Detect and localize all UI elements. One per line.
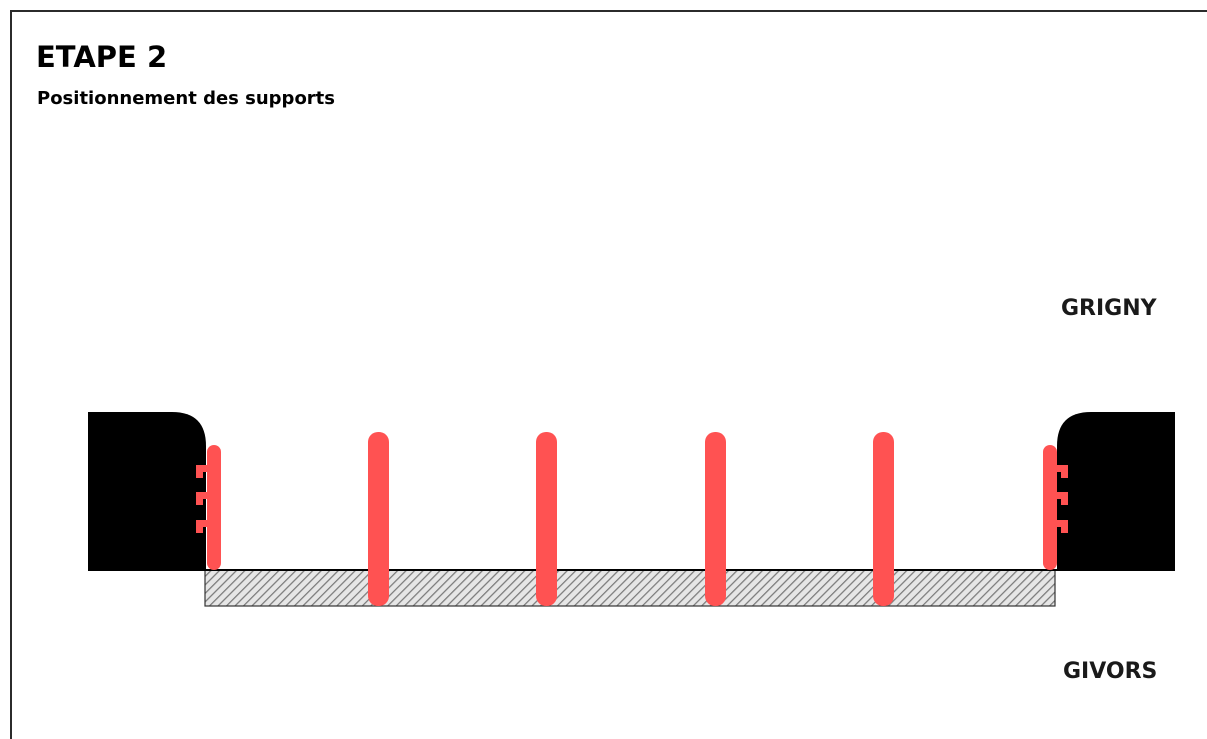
abutment-support-left bbox=[196, 445, 221, 570]
diagram-frame bbox=[10, 10, 1207, 739]
bank-label-grigny: GRIGNY bbox=[1061, 296, 1157, 321]
support-1 bbox=[368, 432, 389, 606]
page-title: ETAPE 2 bbox=[36, 40, 168, 74]
support-3 bbox=[705, 432, 726, 606]
abutment-right bbox=[1057, 412, 1175, 570]
abutment-support-right bbox=[1043, 445, 1068, 570]
bank-label-givors: GIVORS bbox=[1063, 659, 1158, 684]
bridge-deck bbox=[204, 569, 1056, 607]
support-4 bbox=[873, 432, 894, 606]
page-subtitle: Positionnement des supports bbox=[37, 88, 336, 109]
support-2 bbox=[536, 432, 557, 606]
abutment-left bbox=[88, 412, 206, 570]
